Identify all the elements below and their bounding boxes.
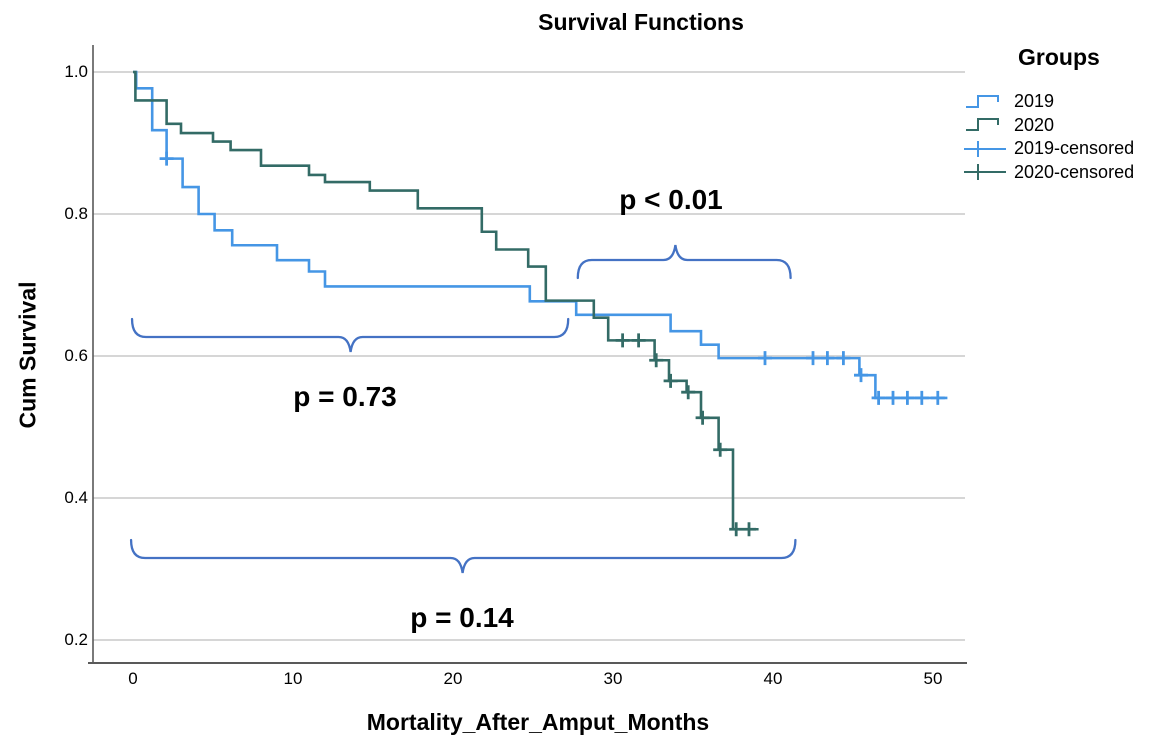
x-tick-30: 30 [603, 669, 623, 688]
legend: 2019 2020 2019-censored 2020-censored [964, 90, 1134, 184]
y-tick-1.0: 1.0 [64, 62, 88, 81]
x-tick-10: 10 [283, 669, 303, 688]
p-value-2019-span: p = 0.73 [293, 381, 397, 412]
x-tick-20: 20 [443, 669, 463, 688]
brace-p-overall-span [129, 538, 797, 574]
x-tick-40: 40 [763, 669, 783, 688]
series-2019-censor-marks [159, 151, 945, 405]
legend-item-2020: 2020 [964, 114, 1134, 138]
y-tick-0.6: 0.6 [64, 346, 88, 365]
p-value-overall-span: p = 0.14 [410, 602, 514, 633]
censor-cross-icon-2019 [964, 140, 1006, 157]
legend-label: 2019-censored [1014, 138, 1135, 159]
y-tick-0.2: 0.2 [64, 630, 88, 649]
y-axis-title: Cum Survival [14, 281, 41, 429]
series-2020-curve [133, 70, 759, 531]
p-value-late-difference: p < 0.01 [619, 184, 723, 215]
legend-title: Groups [1018, 44, 1100, 70]
brace-p-2019-span [130, 317, 570, 353]
x-axis-title: Mortality_After_Amput_Months [366, 709, 710, 735]
brace-p-late-difference [576, 244, 792, 280]
x-tick-0: 0 [128, 669, 138, 688]
chart-title: Survival Functions [538, 9, 744, 35]
step-line-icon-2019 [966, 94, 999, 108]
legend-item-2020-censored: 2020-censored [964, 161, 1134, 185]
legend-label: 2019 [1014, 91, 1055, 112]
y-tick-0.8: 0.8 [64, 204, 88, 223]
series-2019-curve [133, 70, 948, 400]
series-2020-censor-marks [615, 333, 756, 537]
legend-item-2019-censored: 2019-censored [964, 137, 1134, 161]
legend-label: 2020 [1014, 114, 1055, 135]
legend-label: 2020-censored [1014, 161, 1135, 182]
x-tick-50: 50 [923, 669, 943, 688]
legend-item-2019: 2019 [964, 90, 1134, 114]
y-tick-0.4: 0.4 [64, 488, 88, 507]
step-line-icon-2020 [966, 118, 999, 132]
censor-cross-icon-2020 [964, 164, 1006, 181]
